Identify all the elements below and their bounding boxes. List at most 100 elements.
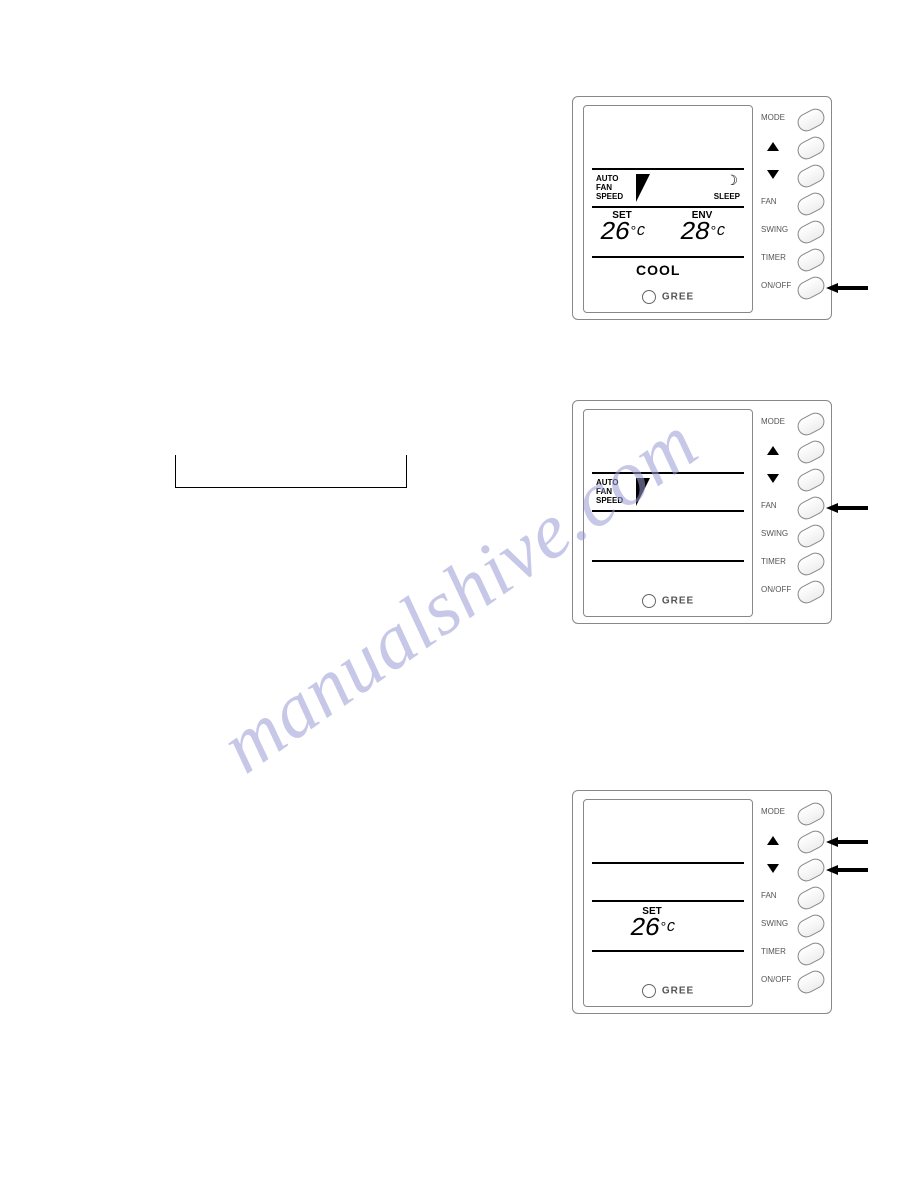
fan-button[interactable] <box>794 493 827 522</box>
swing-button[interactable] <box>794 217 827 246</box>
mode-button[interactable] <box>794 409 827 438</box>
onoff-button[interactable] <box>794 273 827 302</box>
up-button[interactable] <box>794 133 827 162</box>
button-label: TIMER <box>761 947 786 956</box>
button-row: MODE <box>761 107 825 135</box>
moon-icon: ☽ <box>725 172 738 189</box>
swing-button[interactable] <box>794 521 827 550</box>
down-triangle-icon <box>767 170 779 179</box>
lcd-screen: AUTOFANSPEED GREE <box>583 409 753 617</box>
set-value: 26°C <box>600 221 644 243</box>
set-temp: SET26°C <box>630 906 674 939</box>
pointer-arrow-icon <box>826 500 868 510</box>
divider <box>592 950 744 952</box>
up-triangle-icon <box>767 142 779 151</box>
button-row: FAN <box>761 885 825 913</box>
divider <box>592 472 744 474</box>
button-column: MODE FAN SWING TIMER ON/OFF <box>761 801 825 997</box>
controller-panel: AUTOFANSPEED GREE MODE FAN SWING TIMER ON/OFF <box>572 400 832 624</box>
button-row <box>761 439 825 467</box>
button-column: MODE FAN SWING TIMER ON/OFF <box>761 411 825 607</box>
brand-row: GREE <box>584 982 752 1000</box>
fan-button[interactable] <box>794 883 827 912</box>
button-label: MODE <box>761 417 785 426</box>
down-button[interactable] <box>794 161 827 190</box>
ir-window-icon <box>642 984 656 998</box>
timer-button[interactable] <box>794 245 827 274</box>
divider <box>592 560 744 562</box>
fan-wedge-icon <box>636 174 650 202</box>
button-row: MODE <box>761 411 825 439</box>
up-button[interactable] <box>794 827 827 856</box>
fan-wedge-icon <box>636 478 650 506</box>
button-column: MODE FAN SWING TIMER ON/OFF <box>761 107 825 303</box>
button-row: SWING <box>761 523 825 551</box>
button-row: SWING <box>761 913 825 941</box>
button-row: FAN <box>761 191 825 219</box>
onoff-button[interactable] <box>794 967 827 996</box>
down-triangle-icon <box>767 474 779 483</box>
pointer-arrow-icon <box>826 280 868 290</box>
button-row: TIMER <box>761 941 825 969</box>
down-triangle-icon <box>767 864 779 873</box>
button-label: TIMER <box>761 557 786 566</box>
controller-panel: SET26°C GREE MODE FAN SWING TIMER ON/OFF <box>572 790 832 1014</box>
down-button[interactable] <box>794 465 827 494</box>
brand-text: GREE <box>662 985 694 996</box>
ir-window-icon <box>642 594 656 608</box>
button-row: ON/OFF <box>761 275 825 303</box>
button-row <box>761 857 825 885</box>
divider <box>592 256 744 258</box>
lcd-screen: SET26°C GREE <box>583 799 753 1007</box>
brand-text: GREE <box>662 595 694 606</box>
set-temp: SET26°C <box>600 210 644 243</box>
mode-button[interactable] <box>794 105 827 134</box>
button-row <box>761 829 825 857</box>
up-button[interactable] <box>794 437 827 466</box>
timer-button[interactable] <box>794 939 827 968</box>
divider <box>592 900 744 902</box>
pointer-arrow-icon <box>826 834 868 844</box>
button-label: MODE <box>761 807 785 816</box>
ir-window-icon <box>642 290 656 304</box>
button-row <box>761 163 825 191</box>
button-row: SWING <box>761 219 825 247</box>
up-triangle-icon <box>767 446 779 455</box>
button-label: SWING <box>761 529 788 538</box>
mode-label: COOL <box>636 262 680 278</box>
button-row: TIMER <box>761 247 825 275</box>
divider <box>592 862 744 864</box>
button-row <box>761 467 825 495</box>
onoff-button[interactable] <box>794 577 827 606</box>
button-label: FAN <box>761 891 777 900</box>
fan-auto-label: AUTOFANSPEED <box>596 478 623 505</box>
divider <box>592 206 744 208</box>
fan-speed-indicator: AUTOFANSPEED <box>596 174 623 201</box>
button-label: SWING <box>761 919 788 928</box>
fan-auto-label: AUTOFANSPEED <box>596 174 623 201</box>
down-button[interactable] <box>794 855 827 884</box>
timer-button[interactable] <box>794 549 827 578</box>
button-label: ON/OFF <box>761 585 791 594</box>
button-label: SWING <box>761 225 788 234</box>
sleep-label: SLEEP <box>714 192 740 201</box>
divider <box>592 168 744 170</box>
button-row <box>761 135 825 163</box>
button-row: TIMER <box>761 551 825 579</box>
button-label: FAN <box>761 197 777 206</box>
brand-text: GREE <box>662 291 694 302</box>
env-temp: ENV28°C <box>680 210 724 243</box>
button-label: FAN <box>761 501 777 510</box>
fan-button[interactable] <box>794 189 827 218</box>
env-value: 28°C <box>680 221 724 243</box>
button-label: TIMER <box>761 253 786 262</box>
button-row: ON/OFF <box>761 579 825 607</box>
swing-button[interactable] <box>794 911 827 940</box>
brand-row: GREE <box>584 288 752 306</box>
up-triangle-icon <box>767 836 779 845</box>
pointer-arrow-icon <box>826 862 868 872</box>
button-row: ON/OFF <box>761 969 825 997</box>
mode-button[interactable] <box>794 799 827 828</box>
button-label: ON/OFF <box>761 975 791 984</box>
button-label: MODE <box>761 113 785 122</box>
